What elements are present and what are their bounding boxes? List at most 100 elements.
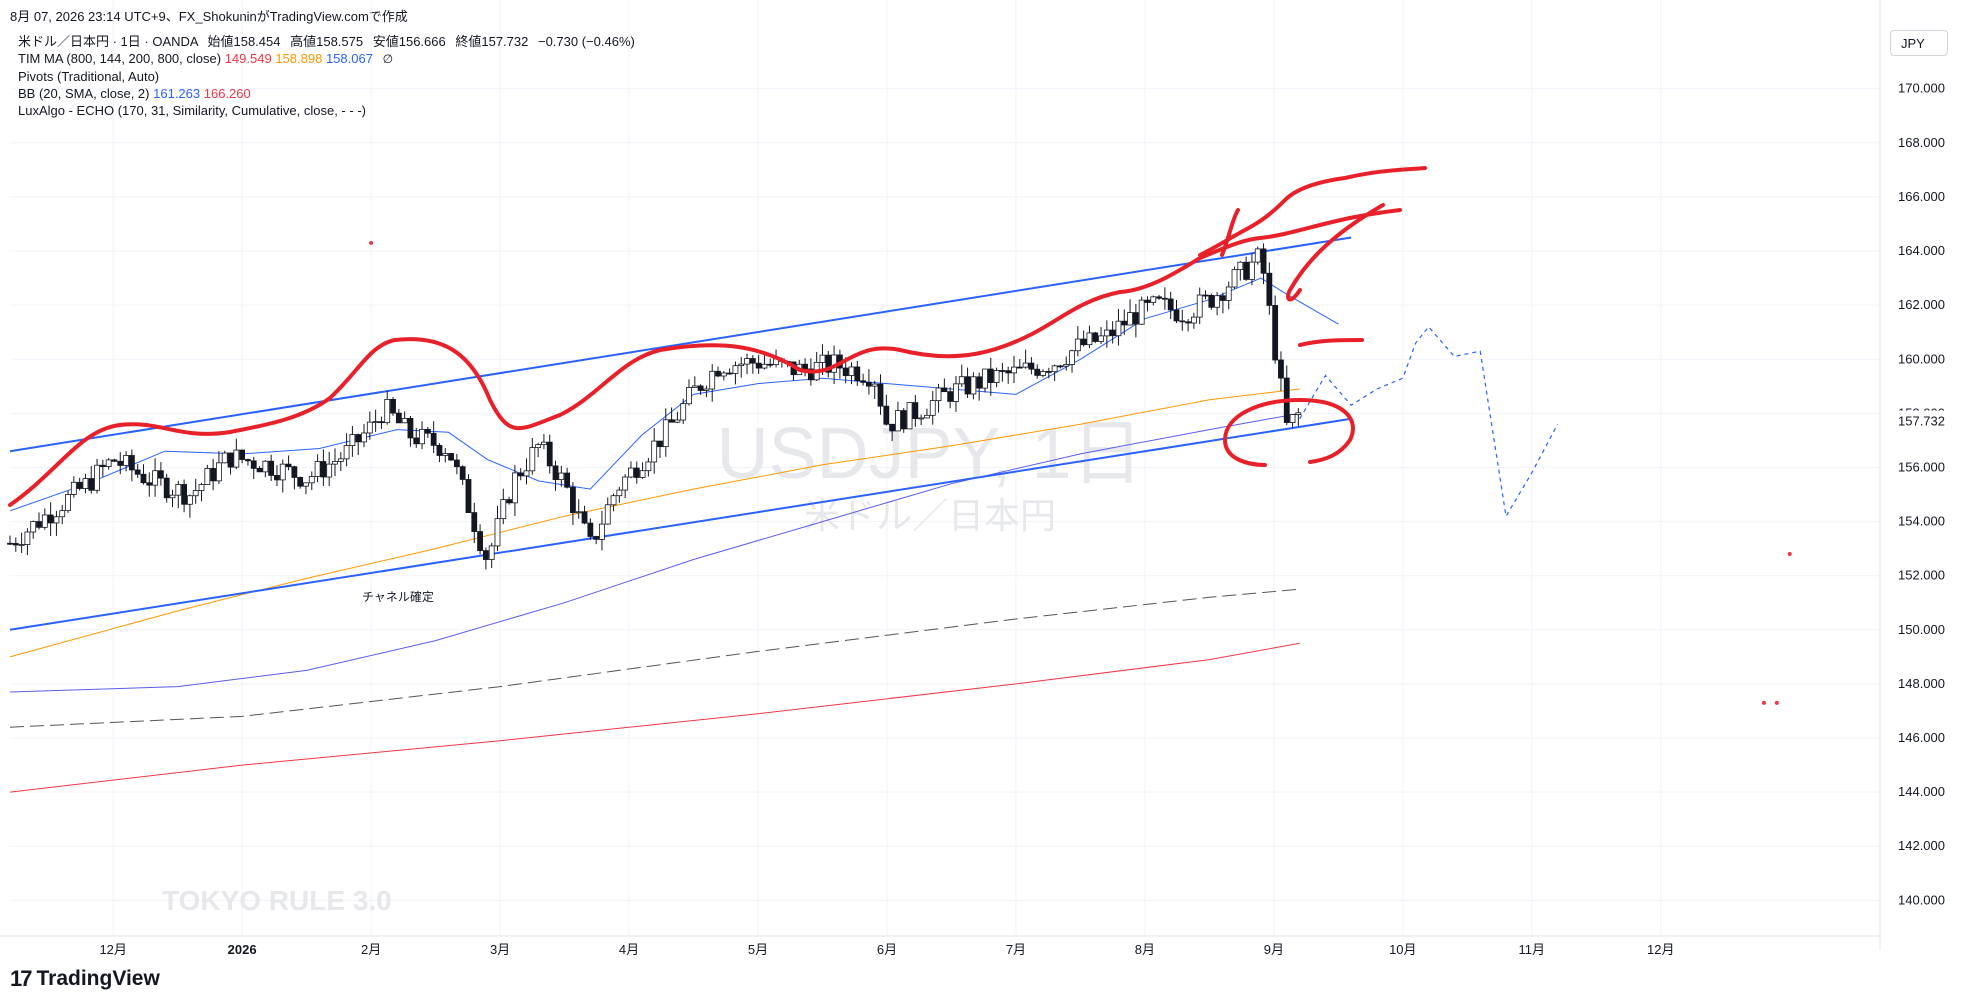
- candle-body: [36, 521, 42, 528]
- symbol-legend-row[interactable]: 米ドル／日本円 · 1日 · OANDA 始値158.454 高値158.575…: [18, 33, 635, 50]
- candle-body: [105, 459, 112, 467]
- channel-annotation[interactable]: チャネル確定: [362, 589, 434, 604]
- candle-body: [1208, 294, 1215, 308]
- candle-body: [825, 354, 832, 373]
- candle-body: [1295, 412, 1302, 416]
- candle-body: [738, 363, 745, 367]
- candle-body: [285, 463, 292, 468]
- candle-body: [163, 477, 170, 499]
- candle-body: [256, 467, 263, 473]
- tradingview-logo[interactable]: 17 TradingView: [10, 966, 160, 992]
- bb-label: BB (20, SMA, close, 2): [18, 86, 150, 101]
- candle-body: [332, 461, 338, 465]
- candle-body: [755, 362, 762, 369]
- candle-body: [1132, 312, 1139, 325]
- candle-body: [958, 376, 965, 385]
- candle-body: [366, 421, 373, 434]
- time-tick-label: 12月: [1647, 942, 1674, 957]
- candle-body: [1278, 359, 1284, 379]
- candle-body: [1254, 248, 1261, 263]
- echo-label: LuxAlgo - ECHO (170, 31, Similarity, Cum…: [18, 103, 366, 118]
- candle-body: [709, 370, 716, 390]
- candle-body: [349, 434, 356, 446]
- watermark-name: 米ドル／日本円: [804, 495, 1056, 536]
- candle-body: [941, 387, 948, 393]
- candle-body: [169, 494, 176, 499]
- candle-body: [819, 354, 826, 363]
- candle-body: [262, 460, 269, 473]
- candle-body: [401, 418, 408, 424]
- tim-ma-label: TIM MA (800, 144, 200, 800, close): [18, 51, 222, 66]
- candle-body: [1161, 297, 1168, 300]
- chart-caption: 8月 07, 2026 23:14 UTC+9、FX_ShokuninがTrad…: [10, 9, 408, 24]
- pivots-legend-row[interactable]: Pivots (Traditional, Auto): [18, 68, 635, 85]
- candle-body: [337, 458, 344, 462]
- candle-body: [512, 472, 518, 504]
- high-value: 高値158.575: [290, 34, 364, 49]
- candle-body: [274, 475, 280, 481]
- candle-body: [720, 372, 727, 377]
- candle-body: [1167, 298, 1174, 311]
- candle-body: [587, 522, 594, 537]
- time-tick-label: 8月: [1135, 942, 1155, 957]
- echo-legend-row[interactable]: LuxAlgo - ECHO (170, 31, Similarity, Cum…: [18, 102, 635, 119]
- candle-body: [744, 358, 750, 365]
- spike-drawing: [1220, 208, 1240, 257]
- candle-body: [7, 542, 13, 545]
- tim-ma-legend-row[interactable]: TIM MA (800, 144, 200, 800, close) 149.5…: [18, 50, 635, 68]
- candle-body: [117, 460, 124, 466]
- price-tick-label: 150.000: [1898, 622, 1945, 637]
- candle-body: [674, 419, 681, 423]
- pivot-dot: [1761, 700, 1766, 705]
- candle-body: [871, 383, 878, 387]
- indicator-lines: [9, 236, 1559, 793]
- time-tick-label: 5月: [748, 942, 768, 957]
- watermark-symbol: USDJPY, 1日: [717, 414, 1144, 494]
- candle-body: [453, 459, 460, 468]
- candle-body: [1266, 272, 1273, 306]
- bb-value-1: 161.263: [153, 86, 201, 101]
- candle-body: [250, 460, 257, 469]
- price-tick-label: 142.000: [1898, 838, 1945, 853]
- candle-body: [314, 461, 321, 477]
- candle-body: [448, 453, 454, 461]
- candle-body: [187, 495, 193, 505]
- candle-body: [140, 473, 147, 484]
- candle-body: [488, 545, 495, 560]
- candle-body: [407, 418, 414, 439]
- candle-body: [593, 536, 600, 540]
- candle-body: [918, 417, 925, 420]
- price-tick-label: 152.000: [1898, 568, 1945, 583]
- candle-body: [320, 461, 327, 478]
- candle-body: [866, 381, 872, 387]
- bb-legend-row[interactable]: BB (20, SMA, close, 2) 161.263 166.260: [18, 85, 635, 102]
- candle-body: [552, 465, 559, 481]
- candle-body: [877, 383, 884, 407]
- tim-ma-value-2: 158.898: [275, 51, 323, 66]
- candle-body: [465, 479, 472, 513]
- close-value: 終値157.732: [455, 34, 529, 49]
- candle-body: [1098, 335, 1104, 342]
- candle-body: [999, 370, 1006, 372]
- candle-body: [59, 510, 66, 518]
- tim-ma-value-1: 149.549: [224, 51, 272, 66]
- candle-body: [1127, 312, 1133, 326]
- candle-body: [146, 482, 153, 486]
- candle-body: [935, 387, 942, 402]
- candle-body: [192, 490, 199, 497]
- hidden-eye-icon[interactable]: ∅: [382, 52, 394, 66]
- candle-body: [1185, 321, 1191, 324]
- candle-body: [494, 518, 501, 547]
- bb-upper-extension-drawing: [1198, 166, 1427, 257]
- candle-body: [628, 467, 634, 478]
- candle-body: [134, 469, 141, 475]
- time-tick-label: 9月: [1264, 942, 1284, 957]
- candle-body: [691, 385, 698, 388]
- currency-button[interactable]: JPY: [1890, 30, 1948, 56]
- candle-body: [1289, 414, 1296, 423]
- candle-body: [1040, 371, 1046, 376]
- candle-body: [535, 444, 542, 448]
- candle-body: [570, 486, 576, 514]
- candle-body: [123, 455, 129, 466]
